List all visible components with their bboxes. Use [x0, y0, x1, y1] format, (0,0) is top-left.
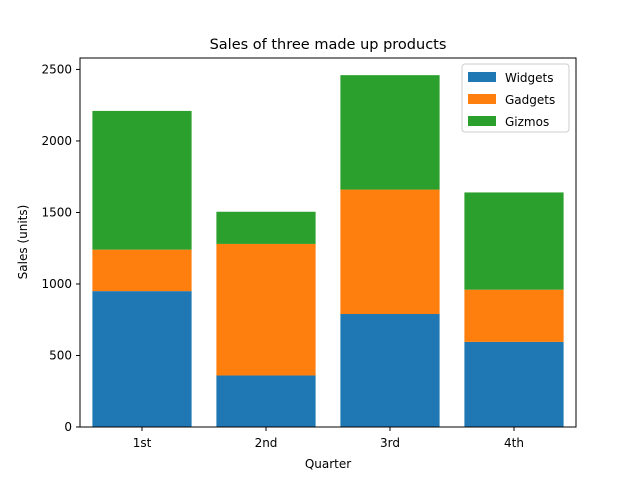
- legend-swatch-widgets: [468, 72, 496, 82]
- x-tick-label: 4th: [504, 436, 524, 450]
- legend-swatch-gizmos: [468, 116, 496, 126]
- y-tick-label: 2000: [41, 134, 72, 148]
- y-tick-label: 1000: [41, 277, 72, 291]
- bar-widgets-2nd: [216, 375, 316, 427]
- bar-gizmos-4th: [464, 192, 564, 290]
- bar-gizmos-2nd: [216, 211, 316, 244]
- bar-gadgets-1st: [92, 249, 192, 292]
- plot-frame: [79, 57, 577, 428]
- bar-gadgets-2nd: [216, 243, 316, 376]
- y-axis-label: Sales (units): [16, 205, 30, 280]
- x-tick-label: 1st: [133, 436, 152, 450]
- legend-label-gadgets: Gadgets: [505, 93, 555, 107]
- x-axis: 1st 2nd 3rd 4th: [133, 427, 524, 450]
- y-axis: 0 500 1000 1500 2000 2500: [41, 62, 80, 434]
- legend: Widgets Gadgets Gizmos: [461, 63, 570, 133]
- x-tick-label: 2nd: [255, 436, 278, 450]
- y-tick-label: 500: [49, 348, 72, 362]
- chart-title: Sales of three made up products: [210, 37, 447, 53]
- bar-gadgets-4th: [464, 289, 564, 342]
- y-tick-label: 0: [64, 420, 72, 434]
- bar-gizmos-3rd: [340, 75, 440, 190]
- bar-widgets-3rd: [340, 314, 440, 427]
- legend-label-widgets: Widgets: [505, 71, 554, 85]
- bar-widgets-1st: [92, 291, 192, 427]
- x-axis-label: Quarter: [305, 457, 351, 471]
- legend-swatch-gadgets: [468, 94, 496, 104]
- y-tick-label: 1500: [41, 205, 72, 219]
- bars-layer: [92, 75, 564, 427]
- bar-widgets-4th: [464, 341, 564, 427]
- bar-gadgets-3rd: [340, 189, 440, 315]
- y-tick-label: 2500: [41, 62, 72, 76]
- x-tick-label: 3rd: [380, 436, 400, 450]
- bar-gizmos-1st: [92, 110, 192, 250]
- legend-label-gizmos: Gizmos: [505, 115, 549, 129]
